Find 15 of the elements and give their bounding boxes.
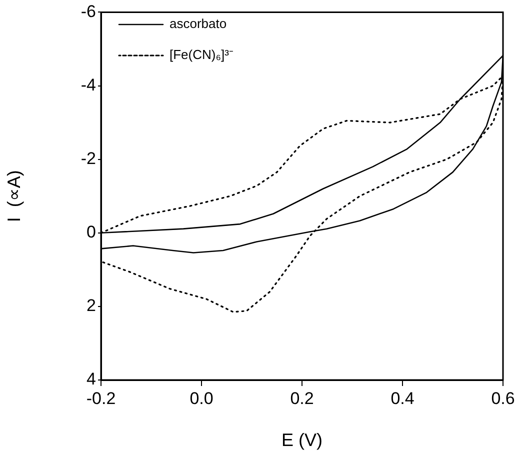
x-tick-label: 0.2: [290, 388, 314, 408]
y-tick-label: 0: [86, 222, 96, 242]
y-tick-label: -6: [80, 2, 96, 21]
x-axis-title: E (V): [281, 430, 323, 450]
legend-label: [Fe(CN)₆]³⁻: [170, 47, 233, 62]
y-axis-title: I (∝A): [4, 170, 24, 222]
y-tick-label: -2: [80, 149, 96, 168]
y-tick-label: -4: [80, 75, 96, 94]
y-tick-label: 4: [86, 370, 96, 389]
x-tick-label: 0.4: [390, 388, 414, 408]
legend-label: ascorbato: [170, 16, 227, 32]
x-tick-label: 0.6: [491, 388, 515, 408]
x-tick-label: 0.0: [190, 388, 214, 408]
x-tick-label: -0.2: [86, 388, 116, 408]
y-tick-label: 2: [86, 296, 96, 316]
